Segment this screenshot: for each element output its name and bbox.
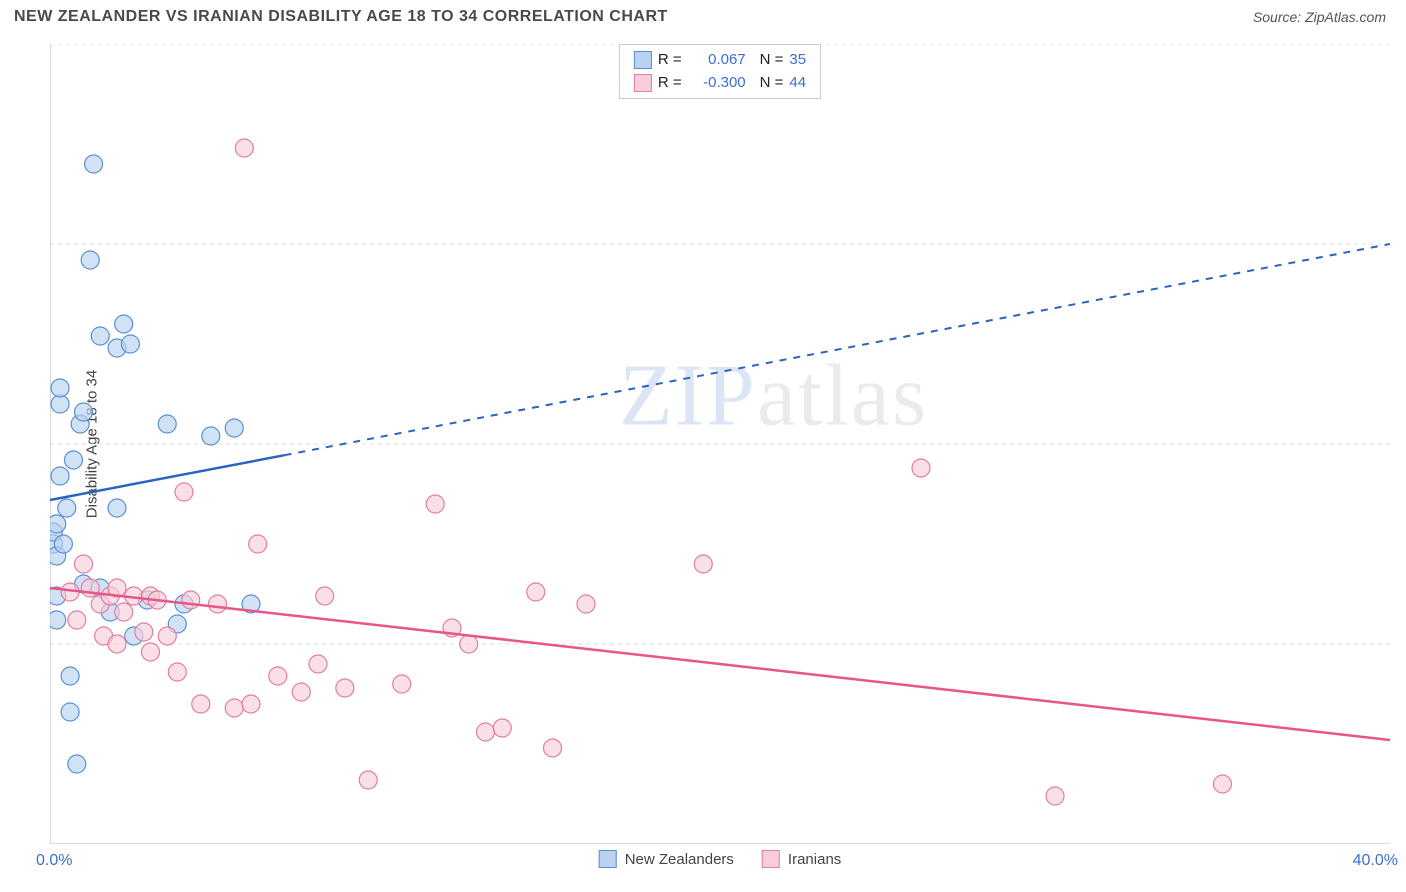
data-point <box>242 695 260 713</box>
x-axis-min-label: 0.0% <box>36 852 72 870</box>
data-point <box>192 695 210 713</box>
data-point <box>477 723 495 741</box>
legend-label: New Zealanders <box>625 851 734 868</box>
data-point <box>225 699 243 717</box>
n-value: 35 <box>789 49 806 72</box>
data-point <box>85 155 103 173</box>
data-point <box>81 251 99 269</box>
data-point <box>527 583 545 601</box>
legend-swatch <box>762 850 780 868</box>
data-point <box>91 327 109 345</box>
n-label: N = <box>760 72 784 95</box>
data-point <box>309 655 327 673</box>
data-point <box>115 315 133 333</box>
data-point <box>694 555 712 573</box>
data-point <box>68 611 86 629</box>
source-label: Source: ZipAtlas.com <box>1253 9 1386 25</box>
r-value: 0.067 <box>688 49 746 72</box>
data-point <box>460 635 478 653</box>
data-point <box>50 611 66 629</box>
data-point <box>51 395 69 413</box>
r-value: -0.300 <box>688 72 746 95</box>
data-point <box>426 495 444 513</box>
data-point <box>225 419 243 437</box>
data-point <box>336 679 354 697</box>
data-point <box>1214 775 1232 793</box>
stats-legend: R = 0.067 N = 35 R = -0.300 N = 44 <box>619 44 821 99</box>
data-point <box>249 535 267 553</box>
data-point <box>292 683 310 701</box>
data-point <box>61 703 79 721</box>
data-point <box>51 379 69 397</box>
data-point <box>54 535 72 553</box>
chart-container: Disability Age 18 to 34 ZIPatlas 0.0% 40… <box>50 44 1390 844</box>
data-point <box>75 555 93 573</box>
r-label: R = <box>658 72 682 95</box>
data-point <box>912 459 930 477</box>
series-legend: New Zealanders Iranians <box>599 850 842 868</box>
data-point <box>68 755 86 773</box>
data-point <box>108 499 126 517</box>
r-label: R = <box>658 49 682 72</box>
data-point <box>209 595 227 613</box>
data-point <box>316 587 334 605</box>
chart-title: NEW ZEALANDER VS IRANIAN DISABILITY AGE … <box>14 8 668 26</box>
trend-line <box>50 455 285 500</box>
data-point <box>393 675 411 693</box>
legend-swatch <box>634 74 652 92</box>
legend-swatch <box>599 850 617 868</box>
data-point <box>158 627 176 645</box>
data-point <box>121 335 139 353</box>
data-point <box>64 451 82 469</box>
stats-legend-row: R = -0.300 N = 44 <box>634 72 806 95</box>
trend-line <box>50 588 1390 740</box>
trend-line-dashed <box>285 244 1391 455</box>
header: NEW ZEALANDER VS IRANIAN DISABILITY AGE … <box>0 0 1406 30</box>
n-value: 44 <box>789 72 806 95</box>
scatter-plot <box>50 44 1390 844</box>
data-point <box>135 623 153 641</box>
data-point <box>142 643 160 661</box>
data-point <box>493 719 511 737</box>
data-point <box>61 667 79 685</box>
data-point <box>359 771 377 789</box>
legend-label: Iranians <box>788 851 841 868</box>
data-point <box>235 139 253 157</box>
data-point <box>108 635 126 653</box>
data-point <box>182 591 200 609</box>
data-point <box>269 667 287 685</box>
data-point <box>158 415 176 433</box>
data-point <box>175 483 193 501</box>
legend-item: Iranians <box>762 850 841 868</box>
legend-item: New Zealanders <box>599 850 734 868</box>
data-point <box>202 427 220 445</box>
data-point <box>75 403 93 421</box>
data-point <box>544 739 562 757</box>
stats-legend-row: R = 0.067 N = 35 <box>634 49 806 72</box>
x-axis-max-label: 40.0% <box>1353 852 1398 870</box>
data-point <box>1046 787 1064 805</box>
data-point <box>168 663 186 681</box>
legend-swatch <box>634 51 652 69</box>
data-point <box>58 499 76 517</box>
data-point <box>51 467 69 485</box>
data-point <box>115 603 133 621</box>
data-point <box>50 515 66 533</box>
data-point <box>577 595 595 613</box>
n-label: N = <box>760 49 784 72</box>
